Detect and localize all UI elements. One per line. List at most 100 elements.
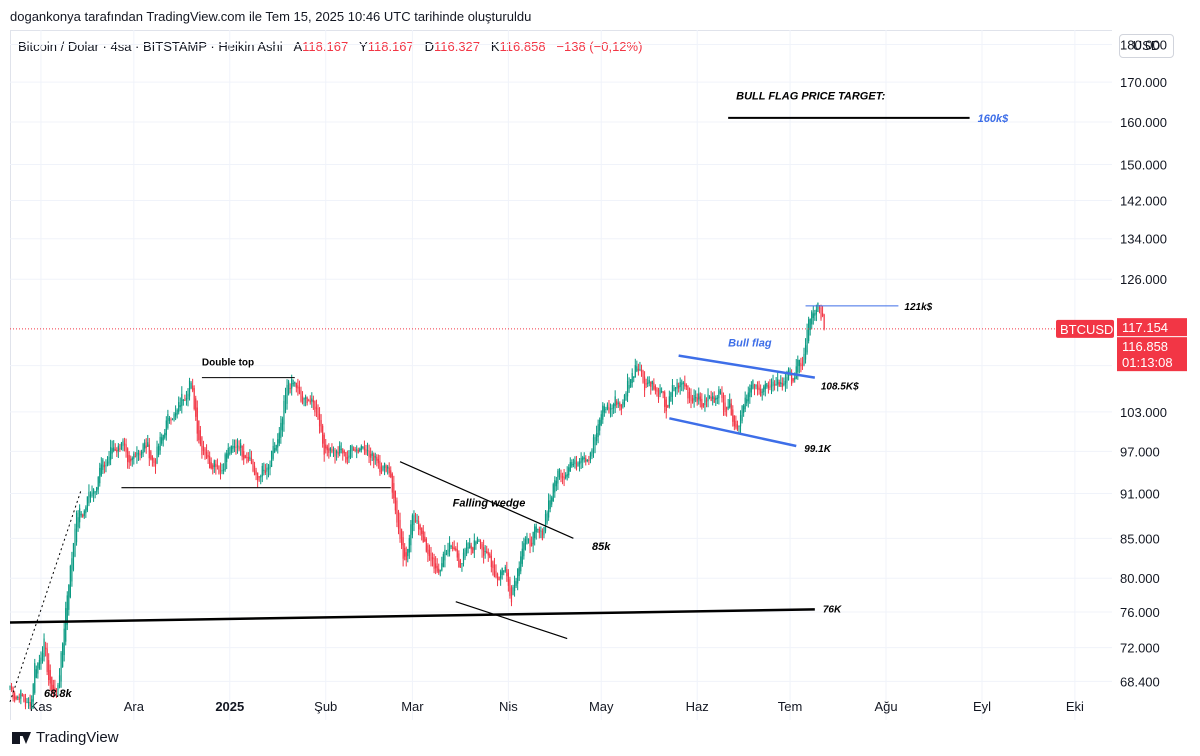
candle-body	[179, 405, 181, 408]
candle-body	[424, 536, 426, 542]
candle-body	[57, 685, 59, 691]
candle-body	[159, 436, 161, 451]
candle-body	[500, 571, 502, 579]
y-tick-label: 103.000	[1120, 405, 1167, 420]
candle-body	[399, 519, 401, 539]
candle-body	[560, 473, 562, 479]
candle-body	[592, 437, 595, 454]
candle-body	[735, 420, 737, 428]
candle-body	[385, 465, 387, 472]
candle-body	[710, 397, 712, 401]
candle-body	[108, 456, 110, 464]
candle-body	[365, 448, 367, 454]
falling-wedge-label: Falling wedge	[453, 498, 526, 510]
candle-body	[354, 449, 356, 452]
candle-body	[111, 448, 113, 454]
candle-body	[315, 406, 318, 410]
candle-body	[738, 425, 740, 427]
candle-body	[478, 540, 480, 542]
candle-body	[736, 424, 739, 430]
y-tick-label: 68.400	[1120, 674, 1160, 689]
candle-body	[199, 430, 201, 445]
candle-body	[702, 403, 704, 407]
y-tick-label: 170.000	[1120, 75, 1167, 90]
candle-body	[168, 417, 171, 421]
candle-body	[142, 444, 144, 454]
candle-body	[332, 449, 335, 451]
candle-body	[794, 377, 796, 380]
candle-body	[806, 329, 808, 353]
candle-body	[481, 544, 483, 551]
candle-body	[236, 445, 239, 448]
candle-body	[634, 365, 636, 378]
candle-body	[448, 542, 451, 552]
candle-body	[617, 402, 619, 404]
candle-body	[707, 394, 709, 402]
candle-body	[428, 549, 431, 556]
currency-button[interactable]: USD	[1119, 34, 1174, 58]
candle-body	[781, 383, 783, 388]
y-tick-label: 142.000	[1120, 194, 1167, 209]
candle-body	[566, 473, 568, 477]
x-tick-label: 2025	[215, 699, 244, 714]
candle-body	[145, 445, 147, 448]
candle-body	[684, 383, 686, 387]
candle-body	[147, 442, 149, 447]
candle-body	[427, 545, 429, 555]
candle-body	[44, 647, 47, 650]
candle-body	[756, 385, 759, 390]
candle-body	[144, 442, 146, 449]
candle-body	[685, 384, 687, 387]
support-76k-label: 76K	[823, 604, 842, 615]
candle-body	[383, 462, 386, 469]
candle-body	[699, 396, 701, 402]
candle-body	[24, 698, 27, 707]
candle-body	[721, 392, 723, 399]
candle-body	[184, 399, 186, 401]
candle-body	[235, 446, 237, 448]
candle-body	[821, 313, 824, 316]
candle-body	[346, 457, 349, 460]
candle-body	[546, 512, 548, 523]
candle-body	[331, 449, 333, 453]
candle-body	[758, 387, 760, 391]
candle-body	[568, 467, 570, 476]
candle-body	[752, 380, 754, 389]
high-label: Y	[359, 39, 368, 54]
candle-body	[232, 445, 234, 450]
candle-body	[458, 553, 460, 568]
candle-body	[538, 529, 540, 534]
candle-body	[436, 565, 438, 572]
candle-body	[120, 443, 123, 450]
candle-body	[551, 497, 553, 505]
candle-body	[687, 385, 689, 399]
candle-body	[421, 527, 423, 535]
candle-body	[490, 555, 492, 568]
candle-body	[32, 684, 34, 702]
candle-body	[322, 425, 324, 444]
candle-body	[640, 369, 643, 372]
y-tick-label: 180.000	[1120, 37, 1167, 52]
candle-body	[543, 527, 545, 536]
candle-body	[532, 531, 534, 545]
candle-body	[216, 465, 218, 467]
candle-body	[435, 563, 437, 569]
candle-body	[404, 547, 406, 557]
candle-body	[394, 490, 396, 511]
candle-body	[507, 572, 509, 586]
candle-body	[224, 454, 226, 471]
candle-body	[818, 307, 821, 309]
candle-body	[453, 547, 455, 550]
candle-body	[270, 450, 273, 467]
candle-body	[467, 547, 469, 549]
candle-body	[345, 451, 347, 463]
candle-body	[419, 524, 421, 530]
candle-body	[688, 392, 691, 399]
candle-body	[173, 413, 175, 420]
candle-body	[190, 382, 192, 389]
candle-body	[823, 314, 825, 329]
candle-body	[348, 455, 350, 459]
candle-body	[749, 388, 751, 397]
candle-body	[464, 549, 466, 559]
